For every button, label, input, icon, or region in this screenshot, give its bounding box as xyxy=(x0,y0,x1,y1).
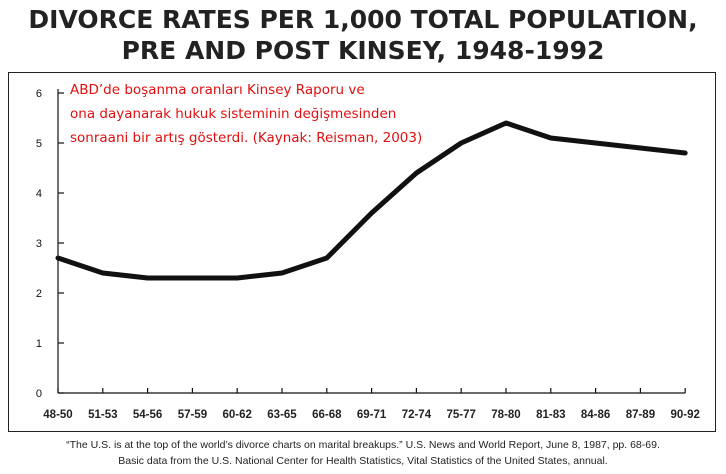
x-tick-label: 54-56 xyxy=(133,409,162,421)
x-tick-label: 69-71 xyxy=(357,409,387,421)
annotation-line-2: ona dayanarak hukuk sisteminin değişmesi… xyxy=(70,106,397,122)
x-tick-label: 75-77 xyxy=(446,409,475,421)
divorce-rate-line xyxy=(55,120,688,281)
annotation-note: ABD’de boşanma oranları Kinsey Raporu ve… xyxy=(70,78,470,150)
y-tick-label: 1 xyxy=(36,338,42,350)
annotation-line-1: ABD’de boşanma oranları Kinsey Raporu ve xyxy=(70,82,365,98)
x-tick-label: 84-86 xyxy=(581,409,610,421)
chart-title-line-1: DIVORCE RATES PER 1,000 TOTAL POPULATION… xyxy=(28,5,698,34)
chart-frame xyxy=(8,72,716,432)
footnote-line-1: “The U.S. is at the top of the world’s d… xyxy=(66,439,660,451)
y-tick-label: 5 xyxy=(36,138,42,150)
y-tick-label: 3 xyxy=(36,238,42,250)
y-tick-label: 0 xyxy=(36,388,42,400)
y-tick-label: 4 xyxy=(36,188,42,200)
x-tick-label: 78-80 xyxy=(491,409,520,421)
annotation-line-3: sonraani bir artış gösterdi. (Kaynak: Re… xyxy=(70,130,423,146)
y-tick-label: 2 xyxy=(36,288,42,300)
x-tick-label: 48-50 xyxy=(43,409,72,421)
x-tick-label: 87-89 xyxy=(626,409,655,421)
footnote-line-2: Basic data from the U.S. National Center… xyxy=(118,455,608,467)
x-tick-label: 72-74 xyxy=(402,409,432,421)
y-tick-label: 6 xyxy=(36,88,42,100)
x-tick-label: 57-59 xyxy=(178,409,207,421)
chart-title-line-2: PRE AND POST KINSEY, 1948-1992 xyxy=(121,36,605,65)
x-tick-label: 66-68 xyxy=(312,409,342,421)
x-tick-label: 51-53 xyxy=(88,409,117,421)
x-tick-label: 63-65 xyxy=(267,409,297,421)
x-tick-label: 81-83 xyxy=(536,409,565,421)
x-tick-label: 60-62 xyxy=(222,409,251,421)
x-tick-label: 90-92 xyxy=(670,409,699,421)
